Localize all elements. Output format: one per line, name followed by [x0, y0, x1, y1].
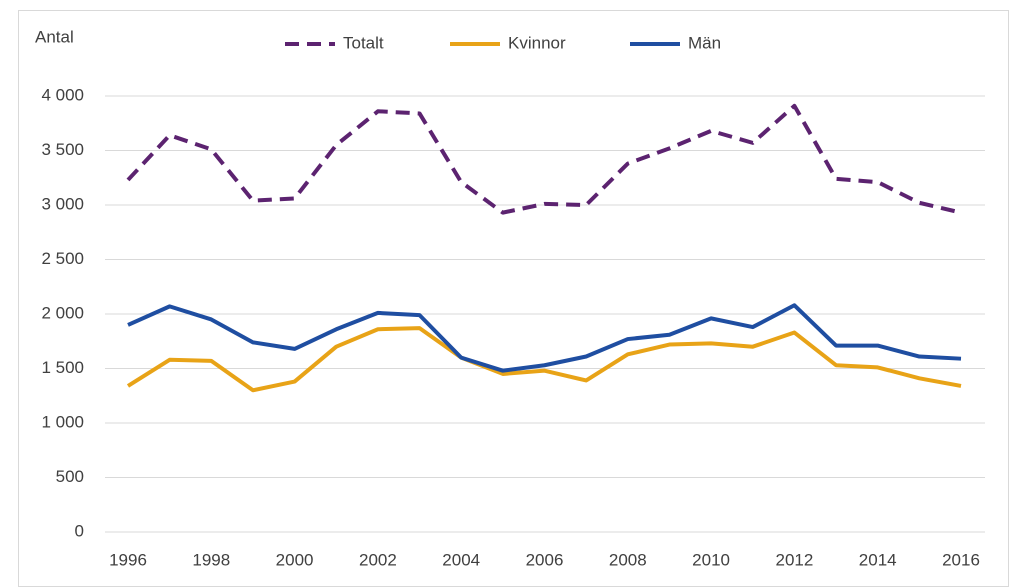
y-axis-label: Antal — [35, 27, 74, 46]
y-tick-label: 1 500 — [41, 358, 84, 377]
y-tick-label: 2 500 — [41, 249, 84, 268]
y-tick-label: 0 — [75, 521, 84, 540]
legend-label: Totalt — [343, 33, 384, 52]
x-tick-label: 2000 — [276, 550, 314, 569]
legend-label: Kvinnor — [508, 33, 566, 52]
x-tick-label: 2014 — [859, 550, 897, 569]
series-line — [126, 326, 962, 393]
x-tick-label: 2006 — [526, 550, 564, 569]
y-tick-label: 3 000 — [41, 194, 84, 213]
x-tick-label: 1998 — [192, 550, 230, 569]
x-tick-label: 2008 — [609, 550, 647, 569]
x-tick-label: 1996 — [109, 550, 147, 569]
legend-label: Män — [688, 33, 721, 52]
y-tick-label: 1 000 — [41, 412, 84, 431]
x-tick-label: 2012 — [775, 550, 813, 569]
y-tick-label: 3 500 — [41, 140, 84, 159]
x-tick-label: 2002 — [359, 550, 397, 569]
series-line — [126, 103, 962, 215]
x-tick-label: 2004 — [442, 550, 480, 569]
x-tick-label: 2016 — [942, 550, 980, 569]
y-tick-label: 4 000 — [41, 85, 84, 104]
chart-frame — [18, 10, 1009, 587]
x-tick-label: 2010 — [692, 550, 730, 569]
series-line — [127, 303, 962, 373]
y-tick-label: 2 000 — [41, 303, 84, 322]
y-tick-label: 500 — [56, 467, 84, 486]
